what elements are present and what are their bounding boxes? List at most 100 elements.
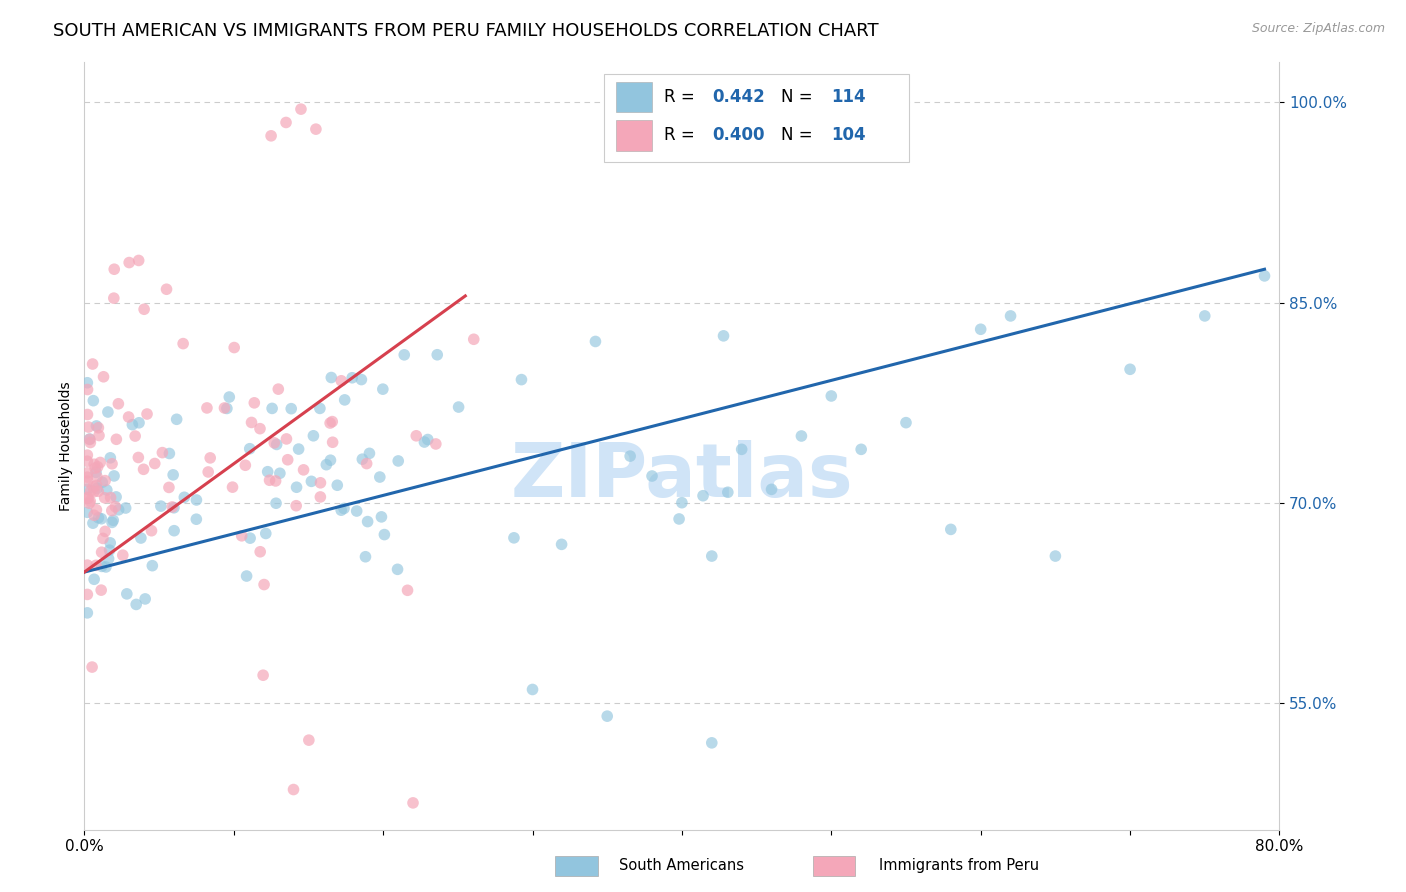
Point [285,480,308,494]
Point [101,516,124,530]
Text: ZIPatlas: ZIPatlas [510,440,853,513]
Point [94,474,117,488]
Point [260,128,283,143]
Point [326,478,349,492]
Point [463,332,485,346]
Point [186,512,208,526]
Point [91,475,114,490]
Point [820,389,842,403]
Point [1000,309,1022,323]
Point [425,437,447,451]
Point [274,115,297,129]
Point [163,500,186,515]
Text: N =: N = [782,88,818,106]
Point [235,569,257,583]
Point [619,449,641,463]
Point [249,422,271,436]
Point [111,548,134,562]
Point [79,496,101,510]
Point [141,524,163,538]
Point [128,253,150,268]
Point [86,459,108,474]
Point [76,558,98,573]
Point [239,442,262,456]
Point [114,501,136,516]
Point [1045,549,1067,563]
Point [259,473,281,487]
Point [287,442,309,456]
Point [76,454,98,468]
Point [309,475,332,490]
Point [121,417,143,432]
Point [277,452,299,467]
Point [224,341,246,355]
Point [76,376,98,390]
Point [1253,268,1275,283]
Point [127,450,149,465]
Point [76,606,98,620]
Point [128,416,150,430]
Point [117,409,139,424]
Point [186,493,208,508]
Point [231,529,253,543]
Point [86,503,108,517]
Point [134,591,156,606]
Point [103,469,125,483]
Point [302,429,325,443]
Point [299,475,322,489]
Point [333,392,356,407]
Point [76,448,98,462]
Point [82,393,104,408]
Point [394,348,416,362]
Point [76,482,98,496]
Point [76,383,98,397]
Point [94,524,117,539]
Point [1119,362,1142,376]
Point [141,558,163,573]
Point [103,262,125,277]
Point [359,446,381,460]
Point [239,531,262,545]
Point [84,466,107,480]
Point [157,446,180,460]
Point [200,450,222,465]
Point [98,536,121,550]
Point [319,416,342,430]
Point [596,709,619,723]
Point [87,510,110,524]
Text: 104: 104 [831,127,866,145]
Point [124,429,146,443]
Point [550,537,572,551]
Point [97,551,120,566]
Point [103,291,125,305]
Point [150,445,173,459]
Point [333,501,356,516]
Point [350,373,373,387]
Point [107,397,129,411]
Point [285,499,308,513]
Point [105,490,128,504]
Point [233,458,256,473]
Point [79,432,101,446]
Point [322,435,344,450]
Point [107,502,129,516]
Point [76,587,98,601]
Point [243,396,266,410]
Point [700,549,723,563]
Point [387,454,409,468]
Point [96,483,118,497]
Point [84,558,107,573]
Point [447,400,470,414]
Text: South Americans: South Americans [619,858,744,872]
Text: 114: 114 [831,88,866,106]
Point [76,491,98,505]
Point [894,416,917,430]
Point [101,503,124,517]
Point [315,458,337,472]
Point [426,348,449,362]
Point [387,562,409,576]
Point [717,485,740,500]
Point [396,583,419,598]
Text: Source: ZipAtlas.com: Source: ZipAtlas.com [1251,22,1385,36]
Point [100,491,122,505]
